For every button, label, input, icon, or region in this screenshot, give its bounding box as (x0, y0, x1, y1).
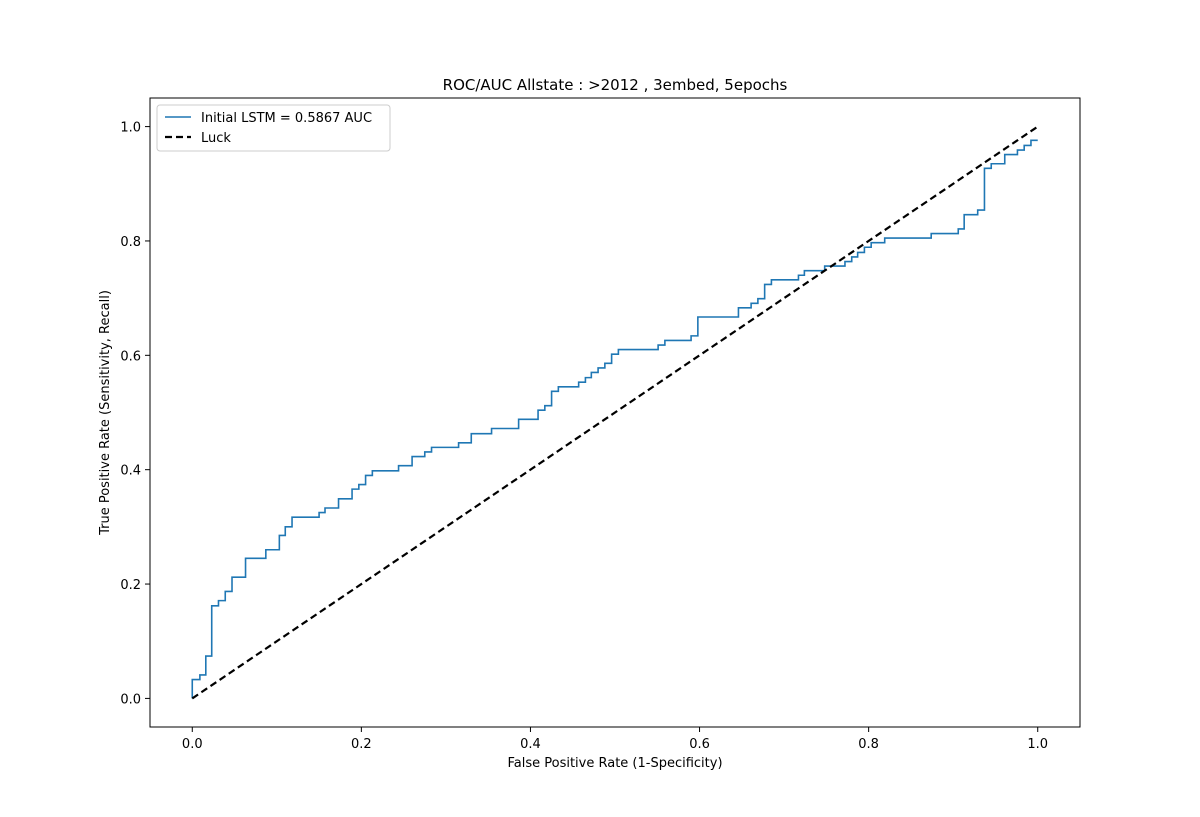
x-tick-label: 0.4 (520, 737, 541, 752)
x-tick-label: 0.6 (689, 737, 710, 752)
legend: Initial LSTM = 0.5867 AUC Luck (156, 104, 391, 152)
y-axis-ticks: 0.0 0.2 0.4 0.6 0.8 1.0 (120, 121, 150, 707)
luck-line (191, 125, 1039, 700)
y-tick-label: 0.2 (120, 578, 141, 593)
x-axis-ticks: 0.0 0.2 0.4 0.6 0.8 1.0 (182, 727, 1048, 752)
legend-label: Luck (201, 131, 231, 146)
x-axis-title: False Positive Rate (1-Specificity) (507, 756, 722, 771)
y-tick-label: 0.0 (120, 692, 141, 707)
x-tick-label: 0.0 (182, 737, 203, 752)
roc-curve-line (191, 139, 1038, 699)
legend-box (156, 104, 391, 152)
x-tick-label: 1.0 (1027, 737, 1048, 752)
x-tick-label: 0.2 (351, 737, 372, 752)
y-tick-label: 0.8 (120, 235, 141, 250)
y-tick-label: 0.4 (120, 464, 141, 479)
plot-frame (149, 97, 1081, 728)
chart-title: ROC/AUC Allstate : >2012 , 3embed, 5epoc… (443, 76, 788, 94)
y-tick-label: 0.6 (120, 349, 141, 364)
x-tick-label: 0.8 (858, 737, 879, 752)
y-axis-title: True Positive Rate (Sensitivity, Recall) (98, 290, 113, 536)
legend-label: Initial LSTM = 0.5867 AUC (201, 111, 372, 126)
y-tick-label: 1.0 (120, 121, 141, 136)
